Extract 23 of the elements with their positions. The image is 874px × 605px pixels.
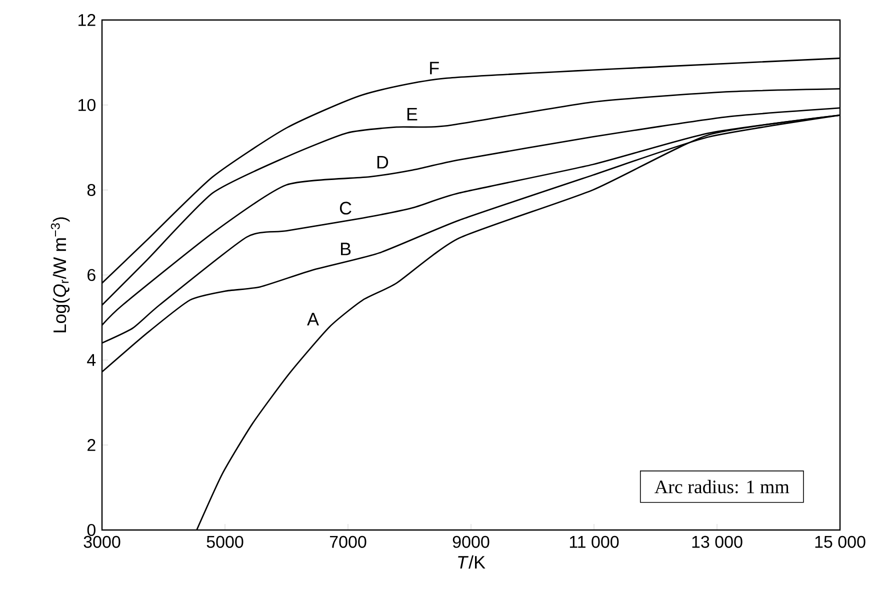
- x-tick-label: 5000: [206, 536, 244, 548]
- series-label: F: [430, 62, 439, 74]
- x-tick-label: 11 000: [570, 536, 619, 548]
- series-label: D: [377, 156, 388, 168]
- y-tick-label: 8: [87, 184, 96, 196]
- x-axis-title: T/K: [458, 555, 486, 569]
- y-tick-label: 2: [88, 439, 96, 451]
- y-tick-label: 10: [78, 98, 96, 112]
- series-label: A: [307, 312, 319, 326]
- series-label: B: [341, 242, 351, 256]
- x-tick-label: 13 000: [692, 536, 742, 548]
- x-tick-label: 15 000: [815, 536, 866, 548]
- y-tick-label: 4: [87, 354, 96, 366]
- x-tick-label: 9000: [452, 536, 490, 548]
- annotation: Arc radius: 1 mm: [654, 480, 790, 494]
- y-tick-label: 12: [78, 14, 96, 26]
- x-tick-label: 7000: [330, 536, 366, 548]
- series-label: C: [340, 202, 352, 215]
- series-label: E: [407, 108, 418, 120]
- y-tick-label: 0: [87, 524, 96, 536]
- y-tick-label: 6: [88, 268, 96, 282]
- x-tick-label: 3000: [84, 536, 120, 548]
- y-axis-title: Log(Q$_{r}$/W m$^{−3}$): [50, 217, 70, 332]
